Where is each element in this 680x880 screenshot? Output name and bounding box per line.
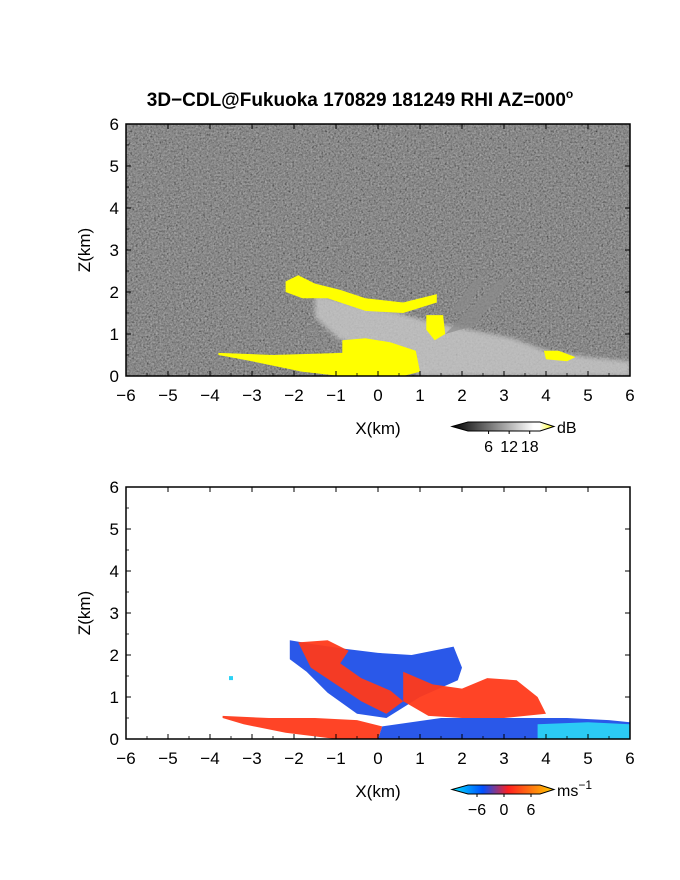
x-tick-label: 0 <box>373 386 382 405</box>
x-tick-label: 6 <box>625 749 634 768</box>
colorbar-tick-label: 12 <box>500 439 518 456</box>
x-tick-label: −6 <box>116 386 135 405</box>
x-tick-label: −3 <box>242 749 261 768</box>
x-tick-label: 4 <box>541 386 550 405</box>
x-tick-label: −6 <box>116 749 135 768</box>
colorbar-unit-superscript: −1 <box>578 778 592 792</box>
colorbar-bar <box>450 421 556 432</box>
echo-region-high-4 <box>426 315 446 341</box>
x-tick-label: −5 <box>158 386 177 405</box>
x-tick-label: −1 <box>326 749 345 768</box>
x-tick-label: −2 <box>284 386 303 405</box>
x-tick-label: −5 <box>158 749 177 768</box>
x-tick-label: −1 <box>326 386 345 405</box>
x-tick-label: −3 <box>242 386 261 405</box>
x-tick-label: 5 <box>583 749 592 768</box>
echo-region-streak-2 <box>449 279 483 313</box>
echo-layer <box>218 275 630 376</box>
y-tick-label: 3 <box>110 241 119 260</box>
x-axis-label: X(km) <box>355 782 400 801</box>
x-tick-label: 5 <box>583 386 592 405</box>
x-tick-label: 3 <box>499 386 508 405</box>
colorbar-tick-label: 0 <box>500 802 509 819</box>
x-tick-label: 2 <box>457 386 466 405</box>
y-axis-label: Z(km) <box>75 228 94 272</box>
colorbar-unit: ms−1 <box>557 778 592 800</box>
y-tick-label: 5 <box>110 520 119 539</box>
colorbar-tick-label: −6 <box>468 802 486 819</box>
axes: −6 −5 −4 −3 −2 −1 0 1 2 3 4 5 6 0 1 2 3 4 5 6 <box>110 115 635 405</box>
y-tick-label: 6 <box>110 115 119 134</box>
y-tick-label: 2 <box>110 283 119 302</box>
velocity-colorbar: −6 0 6 ms−1 <box>450 778 592 819</box>
x-axis-label: X(km) <box>355 419 400 438</box>
y-axis-label: Z(km) <box>75 591 94 635</box>
x-tick-label: 3 <box>499 749 508 768</box>
echo-region-streak-1 <box>445 277 513 334</box>
colorbar-bar <box>450 784 556 795</box>
y-tick-label: 3 <box>110 604 119 623</box>
velocity-region-positive-3 <box>222 715 383 739</box>
y-tick-label: 2 <box>110 646 119 665</box>
echo-region-high-3 <box>285 275 437 313</box>
y-tick-label: 0 <box>110 367 119 386</box>
echo-region-high-6 <box>543 350 576 362</box>
velocity-layer <box>222 640 630 739</box>
title-superscript: o <box>566 87 573 101</box>
echo-region-high-5 <box>218 338 420 376</box>
velocity-point-0 <box>229 676 233 681</box>
y-tick-label: 4 <box>110 562 119 581</box>
x-tick-label: 4 <box>541 749 550 768</box>
velocity-region-positive-2 <box>403 671 546 718</box>
velocity-region-positive-1 <box>298 640 404 714</box>
y-tick-label: 0 <box>110 730 119 749</box>
y-tick-label: 1 <box>110 688 119 707</box>
x-tick-label: −4 <box>200 749 219 768</box>
y-tick-label: 4 <box>110 199 119 218</box>
x-tick-label: 1 <box>415 749 424 768</box>
x-tick-label: 0 <box>373 749 382 768</box>
y-tick-label: 5 <box>110 157 119 176</box>
x-tick-label: −2 <box>284 749 303 768</box>
y-tick-label: 6 <box>110 478 119 497</box>
velocity-panel: −6 −5 −4 −3 −2 −1 0 1 2 3 4 5 6 0 1 2 3 4 5 6 X(km) Z(km) −… <box>75 478 635 819</box>
y-tick-label: 1 <box>110 325 119 344</box>
x-tick-label: −4 <box>200 386 219 405</box>
x-tick-label: 6 <box>625 386 634 405</box>
x-tick-label: 2 <box>457 749 466 768</box>
colorbar-tick-label: 18 <box>521 439 539 456</box>
velocity-region-near-zero-negative-5 <box>537 722 630 739</box>
colorbar-tick-label: 6 <box>484 439 493 456</box>
colorbar-unit: dB <box>557 420 577 437</box>
x-tick-label: 1 <box>415 386 424 405</box>
colorbar-tick-label: 6 <box>527 802 536 819</box>
axes: −6 −5 −4 −3 −2 −1 0 1 2 3 4 5 6 0 1 2 3 4 5 6 <box>110 478 635 768</box>
reflectivity-colorbar: 6 12 18 dB <box>450 420 577 456</box>
chart-title: 3D−CDL@Fukuoka 170829 181249 RHI AZ=000o <box>147 87 574 111</box>
